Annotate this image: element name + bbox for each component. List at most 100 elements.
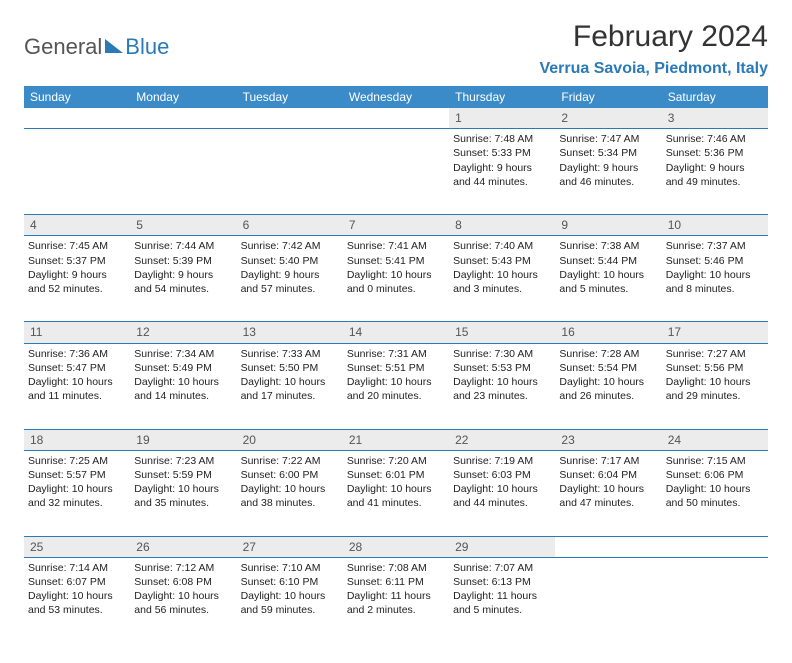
sunrise-text: Sunrise: 7:28 AM	[559, 347, 657, 361]
day-number-cell: 21	[343, 430, 449, 451]
day-cell: Sunrise: 7:23 AMSunset: 5:59 PMDaylight:…	[130, 450, 236, 536]
daylight-text: Daylight: 10 hours and 8 minutes.	[666, 268, 764, 296]
sunset-text: Sunset: 6:10 PM	[241, 575, 339, 589]
sunrise-text: Sunrise: 7:33 AM	[241, 347, 339, 361]
title-block: February 2024 Verrua Savoia, Piedmont, I…	[539, 20, 768, 78]
day-number-cell	[237, 108, 343, 129]
day-number-cell: 11	[24, 322, 130, 343]
day-number-cell	[130, 108, 236, 129]
sunrise-text: Sunrise: 7:48 AM	[453, 132, 551, 146]
day-cell	[237, 129, 343, 215]
daylight-text: Daylight: 10 hours and 23 minutes.	[453, 375, 551, 403]
day-cell: Sunrise: 7:07 AMSunset: 6:13 PMDaylight:…	[449, 557, 555, 643]
daylight-text: Daylight: 9 hours and 52 minutes.	[28, 268, 126, 296]
daylight-text: Daylight: 10 hours and 26 minutes.	[559, 375, 657, 403]
sunset-text: Sunset: 5:44 PM	[559, 254, 657, 268]
weekday-header: Thursday	[449, 86, 555, 108]
sunrise-text: Sunrise: 7:45 AM	[28, 239, 126, 253]
sunset-text: Sunset: 5:47 PM	[28, 361, 126, 375]
sunset-text: Sunset: 5:37 PM	[28, 254, 126, 268]
sunrise-text: Sunrise: 7:25 AM	[28, 454, 126, 468]
day-number-cell: 24	[662, 430, 768, 451]
calendar-page: General Blue February 2024 Verrua Savoia…	[0, 0, 792, 663]
calendar-body: 123Sunrise: 7:48 AMSunset: 5:33 PMDaylig…	[24, 108, 768, 643]
day-cell: Sunrise: 7:14 AMSunset: 6:07 PMDaylight:…	[24, 557, 130, 643]
sunset-text: Sunset: 5:41 PM	[347, 254, 445, 268]
daylight-text: Daylight: 9 hours and 46 minutes.	[559, 161, 657, 189]
day-number-cell: 28	[343, 537, 449, 558]
daylight-text: Daylight: 11 hours and 5 minutes.	[453, 589, 551, 617]
sunrise-text: Sunrise: 7:47 AM	[559, 132, 657, 146]
day-number-cell	[662, 537, 768, 558]
sunset-text: Sunset: 6:13 PM	[453, 575, 551, 589]
daylight-text: Daylight: 10 hours and 44 minutes.	[453, 482, 551, 510]
header: General Blue February 2024 Verrua Savoia…	[24, 20, 768, 78]
logo-wedge-icon	[105, 39, 123, 53]
daylight-text: Daylight: 10 hours and 50 minutes.	[666, 482, 764, 510]
day-cell: Sunrise: 7:46 AMSunset: 5:36 PMDaylight:…	[662, 129, 768, 215]
day-cell: Sunrise: 7:45 AMSunset: 5:37 PMDaylight:…	[24, 236, 130, 322]
day-number-cell: 3	[662, 108, 768, 129]
sunset-text: Sunset: 5:46 PM	[666, 254, 764, 268]
location-label: Verrua Savoia, Piedmont, Italy	[539, 60, 768, 78]
sunrise-text: Sunrise: 7:44 AM	[134, 239, 232, 253]
day-cell: Sunrise: 7:44 AMSunset: 5:39 PMDaylight:…	[130, 236, 236, 322]
daylight-text: Daylight: 10 hours and 56 minutes.	[134, 589, 232, 617]
weekday-header: Saturday	[662, 86, 768, 108]
sunrise-text: Sunrise: 7:30 AM	[453, 347, 551, 361]
day-number-cell: 6	[237, 215, 343, 236]
sunrise-text: Sunrise: 7:08 AM	[347, 561, 445, 575]
sunrise-text: Sunrise: 7:41 AM	[347, 239, 445, 253]
daylight-text: Daylight: 10 hours and 20 minutes.	[347, 375, 445, 403]
sunrise-text: Sunrise: 7:10 AM	[241, 561, 339, 575]
daylight-text: Daylight: 10 hours and 14 minutes.	[134, 375, 232, 403]
day-cell	[555, 557, 661, 643]
sunrise-text: Sunrise: 7:27 AM	[666, 347, 764, 361]
day-cell: Sunrise: 7:25 AMSunset: 5:57 PMDaylight:…	[24, 450, 130, 536]
sunset-text: Sunset: 5:34 PM	[559, 146, 657, 160]
sunrise-text: Sunrise: 7:36 AM	[28, 347, 126, 361]
sunrise-text: Sunrise: 7:20 AM	[347, 454, 445, 468]
sunrise-text: Sunrise: 7:38 AM	[559, 239, 657, 253]
day-number-cell: 10	[662, 215, 768, 236]
sunrise-text: Sunrise: 7:40 AM	[453, 239, 551, 253]
day-number-cell: 27	[237, 537, 343, 558]
sunset-text: Sunset: 5:39 PM	[134, 254, 232, 268]
day-number-cell: 13	[237, 322, 343, 343]
sunrise-text: Sunrise: 7:34 AM	[134, 347, 232, 361]
daylight-text: Daylight: 10 hours and 59 minutes.	[241, 589, 339, 617]
sunrise-text: Sunrise: 7:31 AM	[347, 347, 445, 361]
sunset-text: Sunset: 6:07 PM	[28, 575, 126, 589]
day-cell: Sunrise: 7:15 AMSunset: 6:06 PMDaylight:…	[662, 450, 768, 536]
day-cell	[130, 129, 236, 215]
sunrise-text: Sunrise: 7:17 AM	[559, 454, 657, 468]
sunset-text: Sunset: 5:50 PM	[241, 361, 339, 375]
day-number-cell: 5	[130, 215, 236, 236]
sunset-text: Sunset: 5:57 PM	[28, 468, 126, 482]
sunrise-text: Sunrise: 7:07 AM	[453, 561, 551, 575]
daylight-text: Daylight: 10 hours and 11 minutes.	[28, 375, 126, 403]
day-cell: Sunrise: 7:22 AMSunset: 6:00 PMDaylight:…	[237, 450, 343, 536]
daylight-text: Daylight: 10 hours and 17 minutes.	[241, 375, 339, 403]
weekday-header: Monday	[130, 86, 236, 108]
day-cell: Sunrise: 7:17 AMSunset: 6:04 PMDaylight:…	[555, 450, 661, 536]
sunset-text: Sunset: 6:01 PM	[347, 468, 445, 482]
daylight-text: Daylight: 10 hours and 35 minutes.	[134, 482, 232, 510]
sunrise-text: Sunrise: 7:12 AM	[134, 561, 232, 575]
day-cell: Sunrise: 7:33 AMSunset: 5:50 PMDaylight:…	[237, 343, 343, 429]
day-number-cell: 8	[449, 215, 555, 236]
day-number-cell: 15	[449, 322, 555, 343]
day-number-cell: 7	[343, 215, 449, 236]
sunset-text: Sunset: 5:33 PM	[453, 146, 551, 160]
daylight-text: Daylight: 9 hours and 57 minutes.	[241, 268, 339, 296]
day-number-cell: 26	[130, 537, 236, 558]
day-cell	[662, 557, 768, 643]
daylight-text: Daylight: 10 hours and 41 minutes.	[347, 482, 445, 510]
sunrise-text: Sunrise: 7:37 AM	[666, 239, 764, 253]
day-number-cell: 17	[662, 322, 768, 343]
sunset-text: Sunset: 6:11 PM	[347, 575, 445, 589]
day-cell: Sunrise: 7:12 AMSunset: 6:08 PMDaylight:…	[130, 557, 236, 643]
sunset-text: Sunset: 5:56 PM	[666, 361, 764, 375]
daylight-text: Daylight: 10 hours and 5 minutes.	[559, 268, 657, 296]
day-cell: Sunrise: 7:40 AMSunset: 5:43 PMDaylight:…	[449, 236, 555, 322]
